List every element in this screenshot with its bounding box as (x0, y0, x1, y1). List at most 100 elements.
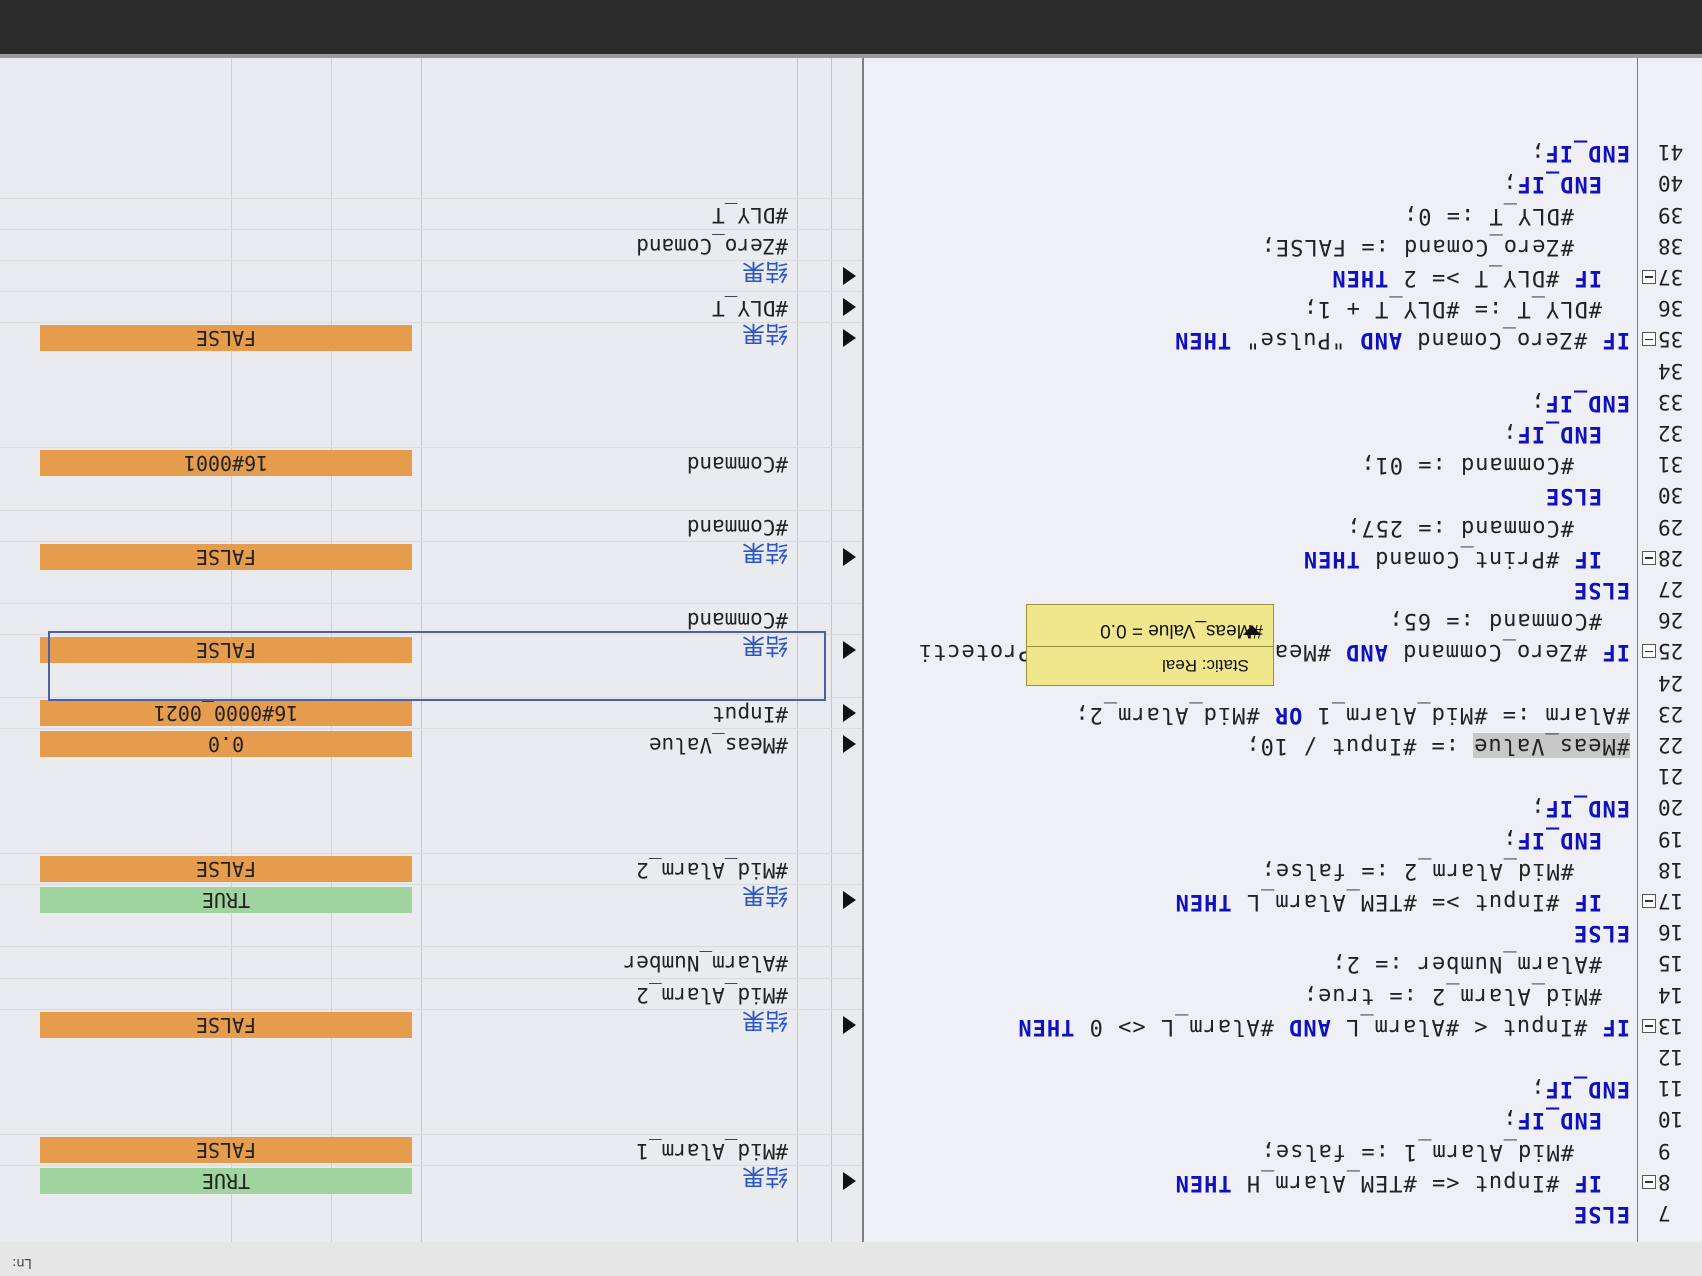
code-line[interactable]: 26 #Command := 65; (864, 603, 1702, 635)
code-line[interactable]: 37 IF #DLY_T >= 2 THEN (864, 260, 1702, 292)
watch-variable-name: #Mid_Alarm_1 (636, 1138, 788, 1163)
code-line[interactable]: 23 #Alarm := #Mid_Alarm_1 OR #Mid_Alarm_2… (864, 697, 1702, 729)
code-line[interactable]: 28 IF #Print_Comand THEN (864, 541, 1702, 573)
code-text: #Command := 01; (1360, 452, 1574, 478)
code-line[interactable]: 15 #Alarm_Number := 2; (864, 946, 1702, 978)
watch-row[interactable]: 结果 (0, 258, 862, 292)
code-line[interactable]: 11 END_IF; (864, 1071, 1702, 1103)
watch-value[interactable]: FALSE (40, 1011, 412, 1038)
watch-row[interactable]: #Mid_Alarm_2 FALSE (0, 852, 862, 885)
line-number: 13 (1658, 1013, 1684, 1038)
expand-arrow-icon[interactable] (843, 298, 856, 317)
code-line[interactable]: 13 IF #Input < #Alarm_L AND #Alarm_L <> 0… (864, 1009, 1702, 1041)
code-line[interactable]: 35 IF #Zero_Comand AND "Pulse" THEN (864, 322, 1702, 354)
code-line[interactable]: 14 #Mid_Alarm_2 := true; (864, 978, 1702, 1010)
watch-row[interactable]: #DLY_T (0, 291, 862, 324)
code-text: #Meas_Value := #Input / 10; (1245, 733, 1630, 758)
code-line[interactable]: 21 (864, 759, 1702, 791)
code-text: #Mid_Alarm_1 := false; (1260, 1138, 1574, 1164)
expand-arrow-icon[interactable] (843, 891, 856, 909)
code-line[interactable]: 16 ELSE (864, 915, 1702, 947)
fold-collapse-icon[interactable] (1642, 1018, 1656, 1033)
watch-row[interactable]: #Input 16#0000_0021 (0, 696, 862, 729)
watch-value[interactable]: FALSE (40, 1136, 412, 1163)
code-text: ELSE (1573, 920, 1630, 946)
watch-value[interactable]: FALSE (40, 325, 412, 352)
code-line[interactable]: 41 END_IF; (864, 135, 1702, 167)
code-line[interactable]: 24 (864, 666, 1702, 698)
expand-arrow-icon[interactable] (843, 1171, 856, 1190)
fold-collapse-icon[interactable] (1642, 270, 1656, 284)
watch-row[interactable]: #Zero_Comand (0, 228, 862, 261)
result-label: 结果 (742, 882, 788, 908)
code-line[interactable]: 39 #DLY_T := 0; (864, 198, 1702, 230)
code-line[interactable]: 20 END_IF; (864, 790, 1702, 822)
code-text: #Alarm := #Mid_Alarm_1 OR #Mid_Alarm_2; (1074, 701, 1630, 727)
code-line[interactable]: 32 END_IF; (864, 416, 1702, 448)
watch-row[interactable]: #Mid_Alarm_1 FALSE (0, 1133, 862, 1166)
watch-row[interactable]: 结果 FALSE (0, 538, 862, 573)
watch-row[interactable]: #DLY_T (0, 197, 862, 230)
code-line[interactable]: 7 ELSE (864, 1196, 1702, 1228)
line-number: 37 (1658, 265, 1684, 289)
fold-collapse-icon[interactable] (1642, 1174, 1656, 1189)
code-line[interactable]: 12 (864, 1040, 1702, 1072)
fold-collapse-icon[interactable] (1642, 550, 1656, 565)
code-line[interactable]: 8 IF #Input <= #TEM_Alarm_H THEN (864, 1165, 1702, 1197)
code-line[interactable]: 40 END_IF; (864, 166, 1702, 198)
code-text: ELSE (1573, 1201, 1630, 1226)
watch-row[interactable]: #Alarm_Number (0, 946, 862, 979)
watch-row[interactable]: #Command (0, 509, 862, 542)
code-text: END_IF; (1530, 389, 1630, 415)
code-line[interactable]: 18 #Mid_Alarm_2 := false; (864, 853, 1702, 885)
code-line[interactable]: 9 #Mid_Alarm_1 := false; (864, 1134, 1702, 1166)
watch-row[interactable]: 结果 TRUE (0, 1163, 862, 1197)
code-line[interactable]: 34 (864, 354, 1702, 386)
line-number: 29 (1658, 514, 1684, 539)
watch-row[interactable]: #Command 16#0001 (0, 447, 862, 480)
code-line[interactable]: 31 #Command := 01; (864, 447, 1702, 479)
line-number: 22 (1658, 733, 1684, 757)
watch-variable-name: #Mid_Alarm_2 (636, 982, 788, 1007)
fold-collapse-icon[interactable] (1642, 644, 1656, 659)
code-text: #Mid_Alarm_2 := true; (1302, 982, 1602, 1008)
watch-row[interactable]: #Meas_Value 0.0 (0, 728, 862, 760)
watch-value[interactable]: 0.0 (40, 731, 412, 757)
watch-row[interactable]: 结果 FALSE (0, 320, 862, 355)
expand-arrow-icon[interactable] (843, 703, 856, 722)
watch-row[interactable]: 结果 FALSE (0, 1007, 862, 1041)
code-line[interactable]: 22 #Meas_Value := #Input / 10; (864, 728, 1702, 760)
code-line[interactable]: 17 IF #Input >= #TEM_Alarm_L THEN (864, 884, 1702, 916)
watch-value[interactable]: FALSE (40, 855, 412, 882)
code-line[interactable]: 27 ELSE (864, 572, 1702, 604)
code-line[interactable]: 33 END_IF; (864, 385, 1702, 417)
expand-arrow-icon[interactable] (843, 1015, 856, 1034)
expand-arrow-icon[interactable] (843, 267, 856, 285)
watch-value[interactable]: 16#0001 (40, 450, 412, 477)
line-number: 16 (1658, 920, 1684, 945)
watch-value[interactable]: TRUE (40, 1167, 412, 1194)
expand-arrow-icon[interactable] (843, 547, 856, 566)
code-line[interactable]: 29 #Command := 257; (864, 510, 1702, 542)
result-label: 结果 (742, 538, 788, 565)
line-number: 24 (1658, 670, 1684, 695)
expand-arrow-icon[interactable] (843, 329, 856, 348)
code-line[interactable]: 10 END_IF; (864, 1102, 1702, 1134)
watch-value[interactable]: 16#0000_0021 (40, 699, 412, 726)
code-line[interactable]: 30 ELSE (864, 478, 1702, 510)
line-number: 35 (1658, 327, 1684, 352)
line-number: 18 (1658, 857, 1684, 882)
expand-arrow-icon[interactable] (843, 641, 856, 660)
code-line[interactable]: 36 #DLY_T := #DLY_T + 1; (864, 291, 1702, 323)
watch-row[interactable]: #Mid_Alarm_2 (0, 977, 862, 1010)
code-line[interactable]: 19 END_IF; (864, 822, 1702, 854)
expand-arrow-icon[interactable] (843, 735, 856, 753)
fold-collapse-icon[interactable] (1642, 894, 1656, 908)
line-number: 20 (1658, 795, 1684, 820)
watch-value[interactable]: TRUE (40, 887, 412, 913)
watch-row[interactable]: 结果 TRUE (0, 882, 862, 916)
code-line[interactable]: 38 #Zero_Comand := FALSE; (864, 229, 1702, 261)
fold-collapse-icon[interactable] (1642, 332, 1656, 347)
watch-value[interactable]: FALSE (40, 543, 412, 570)
